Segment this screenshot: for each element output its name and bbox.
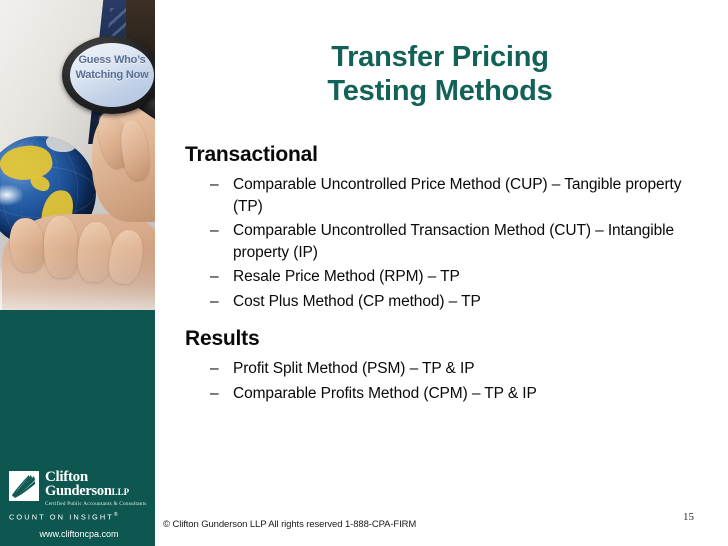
bullet-list-transactional: – Comparable Uncontrolled Price Method (… <box>185 174 685 312</box>
logo-suffix: LLP <box>111 487 130 497</box>
list-item-text: Comparable Profits Method (CPM) – TP & I… <box>233 384 537 402</box>
magnifier-lens: Guess Who’s Watching Now <box>70 43 154 107</box>
logo-mark-icon <box>9 471 39 501</box>
slide-body: Transactional – Comparable Uncontrolled … <box>185 142 685 407</box>
magnifier-caption-line1: Guess Who’s <box>78 54 146 66</box>
section-heading-transactional: Transactional <box>185 143 318 166</box>
brand-color-block <box>0 310 155 546</box>
slide-title-line2: Testing Methods <box>327 75 553 107</box>
logo-name-line1: Clifton <box>45 469 88 485</box>
company-logo: Clifton GundersonLLP Certified Public Ac… <box>9 470 149 539</box>
list-item: – Comparable Uncontrolled Transaction Me… <box>185 220 685 263</box>
list-item: – Comparable Profits Method (CPM) – TP &… <box>185 383 685 405</box>
footer-copyright: © Clifton Gunderson LLP All rights reser… <box>163 519 417 530</box>
logo-tagline-text: COUNT ON INSIGHT <box>9 512 114 522</box>
bullet-dash-icon: – <box>210 222 219 239</box>
logo-tagline: COUNT ON INSIGHT® <box>9 512 149 521</box>
page-number: 15 <box>683 511 694 523</box>
list-item: – Resale Price Method (RPM) – TP <box>185 266 685 288</box>
section-heading-results: Results <box>185 327 260 350</box>
list-item: – Profit Split Method (PSM) – TP & IP <box>185 358 685 380</box>
bullet-list-results: – Profit Split Method (PSM) – TP & IP – … <box>185 358 685 404</box>
slide-title-line1: Transfer Pricing <box>331 41 549 73</box>
photo-fade-overlay <box>0 248 155 310</box>
list-item-text: Resale Price Method (RPM) – TP <box>233 268 460 285</box>
bullet-dash-icon: – <box>210 360 219 377</box>
globe-landmass <box>46 136 76 152</box>
magnifying-glass-icon: Guess Who’s Watching Now <box>62 36 155 127</box>
list-item-text: Profit Split Method (PSM) – TP & IP <box>233 360 475 377</box>
list-item-text: Comparable Uncontrolled Transaction Meth… <box>233 222 675 261</box>
list-item-text: Cost Plus Method (CP method) – TP <box>233 292 481 310</box>
logo-tagline-mark: ® <box>113 512 118 518</box>
list-item: – Comparable Uncontrolled Price Method (… <box>185 174 685 217</box>
left-sidebar: Guess Who’s Watching Now Clifton <box>0 0 155 546</box>
logo-subtitle: Certified Public Accountants & Consultan… <box>45 501 147 507</box>
magnifier-caption: Guess Who’s Watching Now <box>70 53 154 83</box>
bullet-dash-icon: – <box>210 268 219 285</box>
bullet-dash-icon: – <box>210 292 219 310</box>
bullet-dash-icon: – <box>210 384 219 402</box>
bullet-dash-icon: – <box>210 176 219 193</box>
list-item-text: Comparable Uncontrolled Price Method (CU… <box>233 176 682 215</box>
list-item: – Cost Plus Method (CP method) – TP <box>185 291 685 313</box>
globe-highlight <box>0 184 24 206</box>
magnifier-caption-line2: Watching Now <box>75 69 149 81</box>
logo-name-line2: Gunderson <box>45 483 112 499</box>
slide-title: Transfer Pricing Testing Methods <box>180 40 700 108</box>
logo-website-url[interactable]: www.cliftoncpa.com <box>39 529 119 540</box>
hero-photo: Guess Who’s Watching Now <box>0 0 155 310</box>
